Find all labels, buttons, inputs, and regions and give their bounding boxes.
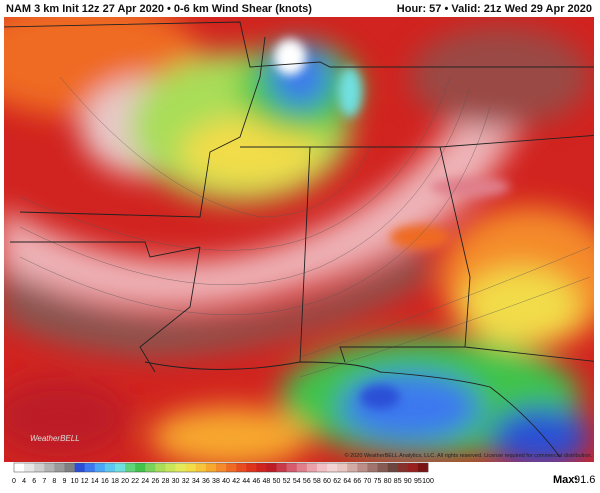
colorbar-label: 12 xyxy=(81,478,89,485)
colorbar-label: 20 xyxy=(121,478,129,485)
colorbar-swatch xyxy=(14,463,25,472)
colorbar-swatch xyxy=(205,463,217,472)
colorbar-swatch xyxy=(24,463,35,472)
colorbar-label: 46 xyxy=(252,478,260,485)
colorbar-swatch xyxy=(236,463,247,472)
colorbar-swatch xyxy=(367,463,378,472)
colorbar-label: 56 xyxy=(303,478,311,485)
colorbar-label: 85 xyxy=(394,478,402,485)
colorbar-swatch xyxy=(266,463,277,472)
header-valid: Hour: 57 • Valid: 21z Wed 29 Apr 2020 xyxy=(396,3,592,15)
colorbar-swatch xyxy=(155,463,166,472)
colorbar-label: 60 xyxy=(323,478,331,485)
colorbar-label: 64 xyxy=(343,478,351,485)
colorbar-label: 100 xyxy=(422,478,434,485)
colorbar-label: 4 xyxy=(22,478,26,485)
colorbar-label: 36 xyxy=(202,478,210,485)
colorbar-label: 80 xyxy=(384,478,392,485)
colorbar-swatch xyxy=(226,463,237,472)
colorbar-swatch xyxy=(135,463,146,472)
colorbar-swatch xyxy=(44,463,55,472)
colorbar-label: 66 xyxy=(353,478,361,485)
colorbar-label: 28 xyxy=(162,478,170,485)
colorbar-label: 95 xyxy=(414,478,422,485)
colorbar-swatch xyxy=(114,463,126,472)
colorbar-swatch xyxy=(145,463,156,472)
colorbar-label: 6 xyxy=(32,478,36,485)
colorbar-swatch xyxy=(387,463,399,472)
colorbar-swatch xyxy=(185,463,197,472)
colorbar-swatch xyxy=(306,463,318,472)
colorbar-swatch xyxy=(84,463,96,472)
colorbar-swatch xyxy=(397,463,409,472)
colorbar-label: 10 xyxy=(71,478,79,485)
colorbar-label: 54 xyxy=(293,478,301,485)
colorbar: Max: 91.6 0 4 6 7 8 9 10 12 14 16 18 20 22 24 26 28 30 32… xyxy=(12,462,595,486)
colorbar-swatch xyxy=(175,463,186,472)
colorbar-frame xyxy=(13,462,429,473)
max-value: 91.6 xyxy=(574,474,595,486)
colorbar-swatch xyxy=(377,463,388,472)
colorbar-label: 16 xyxy=(101,478,109,485)
colorbar-swatch xyxy=(104,463,116,472)
colorbar-label: 44 xyxy=(242,478,250,485)
colorbar-swatch xyxy=(276,463,287,472)
colorbar-label: 48 xyxy=(263,478,271,485)
colorbar-swatch xyxy=(64,463,75,472)
colorbar-swatch xyxy=(407,463,419,472)
map: WeatherBELL © 2020 WeatherBELL Analytics… xyxy=(4,17,594,462)
colorbar-label: 90 xyxy=(404,478,412,485)
header-title: NAM 3 km Init 12z 27 Apr 2020 • 0-6 km W… xyxy=(6,3,312,15)
colorbar-label: 38 xyxy=(212,478,220,485)
colorbar-swatch xyxy=(34,463,45,472)
colorbar-label: 32 xyxy=(182,478,190,485)
colorbar-swatch xyxy=(347,463,358,472)
colorbar-label: 22 xyxy=(131,478,139,485)
colorbar-swatch xyxy=(94,463,106,472)
max-label: Max: xyxy=(553,474,578,486)
colorbar-swatch xyxy=(54,463,65,472)
colorbar-label: 14 xyxy=(91,478,99,485)
colorbar-swatch xyxy=(286,463,298,472)
colorbar-swatch xyxy=(316,463,328,472)
colorbar-swatch xyxy=(327,463,338,472)
colorbar-label: 9 xyxy=(63,478,67,485)
colorbar-label: 18 xyxy=(111,478,119,485)
colorbar-swatch xyxy=(215,463,227,472)
colorbar-swatch xyxy=(74,463,85,472)
colorbar-swatch xyxy=(246,463,257,472)
colorbar-label: 30 xyxy=(172,478,180,485)
colorbar-swatch xyxy=(337,463,348,472)
credit: © 2020 WeatherBELL Analytics, LLC. All r… xyxy=(345,452,593,459)
colorbar-label: 70 xyxy=(364,478,372,485)
colorbar-swatch xyxy=(195,463,207,472)
colorbar-label: 24 xyxy=(141,478,149,485)
colorbar-swatch xyxy=(417,463,429,472)
colorbar-label: 8 xyxy=(52,478,56,485)
logo: WeatherBELL xyxy=(30,434,80,443)
colorbar-label: 58 xyxy=(313,478,321,485)
colorbar-swatch xyxy=(296,463,308,472)
colorbar-label: 26 xyxy=(151,478,159,485)
colorbar-swatch xyxy=(165,463,176,472)
borders xyxy=(4,21,594,458)
colorbar-swatch xyxy=(256,463,267,472)
colorbar-label: 75 xyxy=(374,478,382,485)
colorbar-label: 34 xyxy=(192,478,200,485)
colorbar-label: 42 xyxy=(232,478,240,485)
colorbar-label: 52 xyxy=(283,478,291,485)
colorbar-label: 7 xyxy=(42,478,46,485)
shear-field xyxy=(4,17,594,462)
colorbar-swatch xyxy=(125,463,136,472)
colorbar-label: 50 xyxy=(273,478,281,485)
colorbar-label: 40 xyxy=(222,478,230,485)
colorbar-label: 0 xyxy=(12,478,16,485)
colorbar-label: 62 xyxy=(333,478,341,485)
colorbar-swatch xyxy=(357,463,368,472)
